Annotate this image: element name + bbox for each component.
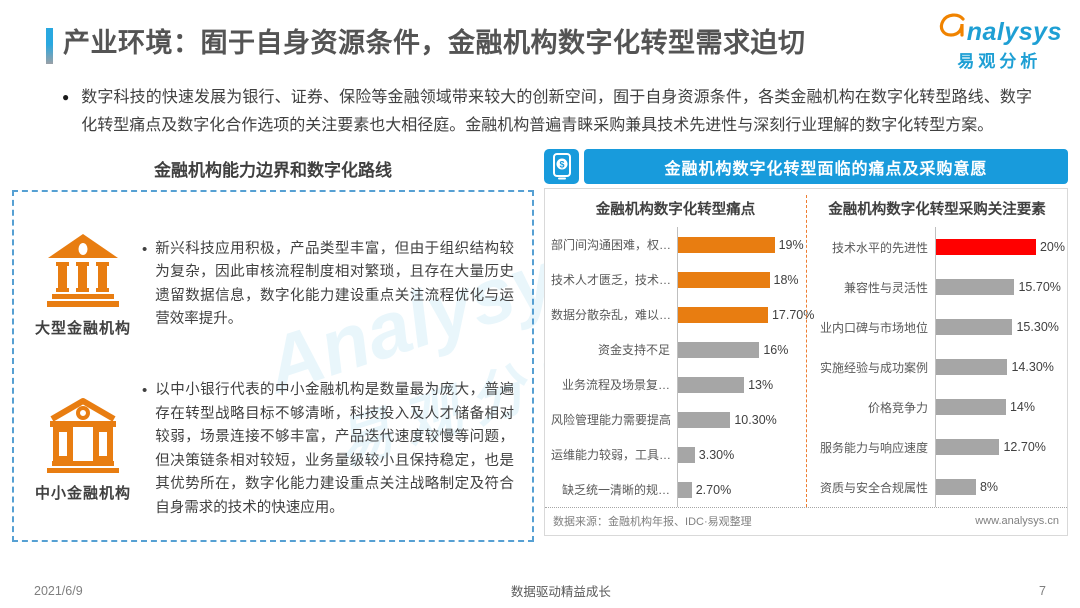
website-link[interactable]: www.analysys.cn [975, 515, 1059, 528]
bar-category-label: 价格竞争力 [867, 400, 928, 415]
bar [678, 411, 731, 428]
bar-category-label: 技术水平的先进性 [831, 240, 928, 255]
bar [678, 341, 760, 358]
bullet-icon: • [142, 382, 148, 400]
bar [936, 399, 1006, 416]
bar-category-label: 资金支持不足 [598, 343, 671, 358]
header: 产业环境：囿于自身资源条件，金融机构数字化转型需求迫切 nalysys 易观分析 [0, 0, 1080, 71]
bar [678, 306, 768, 323]
bar-row: 兼容性与灵活性 15.70% [813, 267, 1061, 308]
bar-category-label: 业务流程及场景复… [562, 378, 671, 393]
bar [678, 236, 775, 253]
bar-category-label: 部门间沟通困难，权… [551, 238, 672, 253]
bar-value-label: 3.30% [698, 447, 735, 462]
title-accent-bar [46, 28, 53, 64]
bar-category-label: 实施经验与成功案例 [819, 360, 928, 375]
bar-row: 价格竞争力 14% [813, 387, 1061, 428]
bar-row: 部门间沟通困难，权… 19% [551, 227, 804, 263]
page-number: 7 [1039, 583, 1046, 598]
intro-text: 数字科技的快速发展为银行、证券、保险等金融领域带来较大的创新空间，囿于自身资源条… [81, 89, 1032, 134]
small-bank-icon [42, 397, 124, 478]
bar-row: 服务能力与响应速度 12.70% [813, 427, 1061, 468]
bar-category-label: 缺乏统一清晰的规… [562, 483, 671, 498]
charts-box: 金融机构数字化转型痛点 部门间沟通困难，权… 19% 技术人才匮乏，技术… 18% 数据… [544, 188, 1068, 537]
bar-value-label: 15.70% [1018, 280, 1061, 295]
bar-row: 风险管理能力需要提高 10.30% [551, 402, 800, 438]
footer: 2021/6/9 数据驱动精益成长 7 [0, 581, 1080, 600]
bar-row: 业务流程及场景复… 13% [551, 367, 800, 403]
purchase-factors-chart-title: 金融机构数字化转型采购关注要素 [828, 202, 1046, 219]
pain-points-chart: 金融机构数字化转型痛点 部门间沟通困难，权… 19% 技术人才匮乏，技术… 18% 数据… [545, 195, 814, 508]
bar-row: 业内口碑与市场地位 15.30% [813, 307, 1061, 348]
capability-panel-title: 金融机构能力边界和数字化路线 [154, 161, 392, 181]
bar-value-label: 13% [748, 377, 774, 392]
bar [678, 446, 695, 463]
large-institution-row: 大型金融机构 • 新兴科技应用积极，产品类型丰富，但由于组织结构较为复杂，因此审… [24, 202, 518, 367]
small-institution-row: 中小金融机构 • 以中小银行代表的中小金融机构是数量最为庞大，普遍存在转型战略目… [24, 367, 518, 532]
analysys-logo: nalysys 易观分析 [937, 12, 1062, 72]
footer-slogan: 数据驱动精益成长 [510, 585, 611, 599]
bar [678, 271, 770, 288]
large-bank-icon [42, 232, 124, 313]
intro-paragraph: ● 数字科技的快速发展为银行、证券、保险等金融领域带来较大的创新空间，囿于自身资… [0, 64, 1080, 139]
bar-value-label: 2.70% [695, 482, 732, 497]
panel-banner-title: 金融机构数字化转型面临的痛点及采购意愿 [584, 149, 1068, 185]
pain-points-chart-title: 金融机构数字化转型痛点 [595, 202, 756, 219]
bar-value-label: 20% [1039, 240, 1066, 255]
bar-category-label: 技术人才匮乏，技术… [551, 273, 672, 288]
bar-value-label: 16% [763, 342, 789, 357]
bar-row: 实施经验与成功案例 14.30% [813, 347, 1061, 388]
footer-date: 2021/6/9 [34, 583, 83, 598]
large-institution-label: 大型金融机构 [34, 319, 131, 337]
bar-value-label: 12.70% [1003, 440, 1046, 455]
small-institution-label: 中小金融机构 [34, 484, 131, 502]
bar-value-label: 10.30% [734, 412, 777, 427]
data-source-note: 数据来源：金融机构年报、IDC·易观整理 [553, 516, 752, 529]
logo-cn-text: 易观分析 [957, 52, 1042, 71]
bar-value-label: 19% [778, 237, 804, 252]
bar [936, 319, 1013, 336]
bullet-icon: ● [62, 90, 70, 104]
bar-value-label: 17.70% [771, 307, 815, 322]
bar-value-label: 14.30% [1011, 360, 1054, 375]
bar [936, 279, 1015, 296]
bullet-icon: • [142, 240, 148, 258]
bar-value-label: 15.30% [1016, 320, 1059, 335]
page-title: 产业环境：囿于自身资源条件，金融机构数字化转型需求迫切 [63, 28, 806, 58]
svg-text:$: $ [559, 160, 564, 170]
bar-value-label: 14% [1009, 400, 1036, 415]
bar-row: 技术水平的先进性 20% [813, 227, 1065, 268]
purchase-factors-chart: 金融机构数字化转型采购关注要素 技术水平的先进性 20% 兼容性与灵活性 15.70%… [806, 195, 1067, 508]
bar-row: 缺乏统一清晰的规… 2.70% [551, 472, 800, 508]
bar [936, 439, 1000, 456]
bar [936, 359, 1008, 376]
mobile-payment-icon: $ [544, 149, 580, 185]
bar-row: 运维能力较弱，工具… 3.30% [551, 437, 800, 473]
bar-value-label: 8% [979, 480, 999, 495]
logo-brand-text: nalysys [966, 18, 1062, 46]
bar-category-label: 兼容性与灵活性 [843, 280, 928, 295]
bar-category-label: 资质与安全合规属性 [819, 480, 928, 495]
bar-category-label: 业内口碑与市场地位 [819, 320, 928, 335]
bar [678, 376, 745, 393]
bar-category-label: 服务能力与响应速度 [819, 440, 928, 455]
capability-panel: 金融机构能力边界和数字化路线 [12, 149, 535, 543]
bar-row: 技术人才匮乏，技术… 18% [551, 262, 800, 298]
bar-row: 资质与安全合规属性 8% [813, 467, 1061, 508]
bar-row: 资金支持不足 16% [551, 332, 800, 368]
bar-category-label: 运维能力较弱，工具… [551, 448, 672, 463]
bar-category-label: 数据分散杂乱，难以… [551, 308, 672, 323]
pain-points-panel: $ 金融机构数字化转型面临的痛点及采购意愿 金融机构数字化转型痛点 部门间沟通困… [544, 149, 1068, 542]
logo-swirl-icon [937, 12, 967, 45]
bar [936, 239, 1036, 256]
bar-row: 数据分散杂乱，难以… 17.70% [551, 297, 814, 333]
capability-box: 大型金融机构 • 新兴科技应用积极，产品类型丰富，但由于组织结构较为复杂，因此审… [12, 190, 535, 543]
small-institution-text: 以中小银行代表的中小金融机构是数量最为庞大，普遍存在转型战略目标不够清晰，科技投… [155, 382, 515, 516]
bar-category-label: 风险管理能力需要提高 [551, 413, 672, 428]
bar [678, 481, 692, 498]
large-institution-text: 新兴科技应用积极，产品类型丰富，但由于组织结构较为复杂，因此审核流程制度相对繁琐… [155, 240, 515, 328]
bar [936, 479, 976, 496]
bar-value-label: 18% [773, 272, 799, 287]
